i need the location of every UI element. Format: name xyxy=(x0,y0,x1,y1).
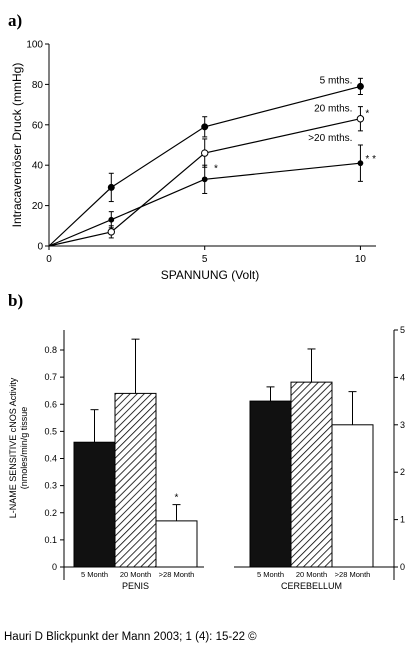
series-label: 5 mths. xyxy=(320,75,353,86)
left-y-tick-label: 0.5 xyxy=(44,426,57,436)
series-label: >20 mths. xyxy=(308,133,352,144)
bar xyxy=(331,424,374,568)
right-y-tick-label: 4 xyxy=(400,372,405,382)
bar xyxy=(290,381,333,568)
category-label: 20 Month xyxy=(296,570,327,579)
bar xyxy=(155,520,198,568)
data-point xyxy=(357,160,364,167)
category-label: 20 Month xyxy=(120,570,151,579)
series-line xyxy=(48,85,361,247)
bar-chart: 0 0.1 0.2 0.3 0.4 0.5 0.6 0.7 0.8 0 1 2 3 4 5 5 Month 2… xyxy=(8,325,405,591)
data-point xyxy=(356,82,364,90)
x-tick-label: 5 xyxy=(202,254,208,265)
data-point xyxy=(108,216,115,223)
category-label: 5 Month xyxy=(257,570,284,579)
data-point xyxy=(107,183,115,191)
chart-a-x-axis-label: SPANNUNG (Volt) xyxy=(161,268,259,282)
group-label: PENIS xyxy=(122,581,149,591)
chart-a-y-axis-label: Intracavernöser Druck (mmHg) xyxy=(10,63,24,228)
chart-b-y-axis-label-line2: (nmoles/min/g tissue xyxy=(19,407,29,490)
category-label: >28 Month xyxy=(159,570,195,579)
series-line xyxy=(48,118,361,247)
left-y-tick-label: 0.4 xyxy=(44,454,57,464)
annotation: * xyxy=(214,163,218,174)
data-point xyxy=(107,228,115,236)
y-tick-label: 0 xyxy=(37,242,43,253)
bar xyxy=(73,441,116,568)
significance-mark: * * xyxy=(365,154,376,165)
left-y-tick-label: 0.1 xyxy=(44,535,57,545)
left-y-tick-label: 0 xyxy=(52,562,57,572)
x-tick-label: 0 xyxy=(46,254,52,265)
data-point xyxy=(201,123,209,131)
chart-b-y-axis-label-line1: L-NAME SENSITIVE cNOS Activity xyxy=(8,377,18,518)
line-chart: 0 20 40 60 80 100 0 5 10 5 mths. 20 mths. * >20 mth… xyxy=(10,40,376,283)
bar xyxy=(114,392,157,568)
panel-a-letter: a) xyxy=(8,11,22,30)
category-label: 5 Month xyxy=(81,570,108,579)
left-y-tick-label: 0.2 xyxy=(44,508,57,518)
data-point xyxy=(201,176,208,183)
data-point xyxy=(201,149,209,157)
y-tick-label: 40 xyxy=(32,161,44,172)
y-tick-label: 80 xyxy=(32,80,44,91)
left-y-tick-label: 0.6 xyxy=(44,399,57,409)
right-y-tick-label: 5 xyxy=(400,325,405,335)
series-line xyxy=(48,162,361,247)
figure-caption: Hauri D Blickpunkt der Mann 2003; 1 (4):… xyxy=(4,631,257,643)
left-y-tick-label: 0.7 xyxy=(44,372,57,382)
right-y-tick-label: 2 xyxy=(400,467,405,477)
left-y-tick-label: 0.3 xyxy=(44,481,57,491)
y-tick-label: 20 xyxy=(32,201,44,212)
y-tick-label: 100 xyxy=(26,40,43,51)
category-label: >28 Month xyxy=(335,570,371,579)
series-label: 20 mths. xyxy=(314,104,352,115)
x-tick-label: 10 xyxy=(355,254,367,265)
y-tick-label: 60 xyxy=(32,120,44,131)
group-label: CEREBELLUM xyxy=(281,581,342,591)
panel-b-letter: b) xyxy=(8,291,23,310)
right-y-tick-label: 1 xyxy=(400,515,405,525)
significance-mark: * xyxy=(365,109,369,120)
right-y-tick-label: 0 xyxy=(400,562,405,572)
significance-mark: * xyxy=(175,493,179,504)
right-y-tick-label: 3 xyxy=(400,420,405,430)
left-y-tick-label: 0.8 xyxy=(44,345,57,355)
data-point xyxy=(356,115,365,123)
bar xyxy=(249,400,292,568)
